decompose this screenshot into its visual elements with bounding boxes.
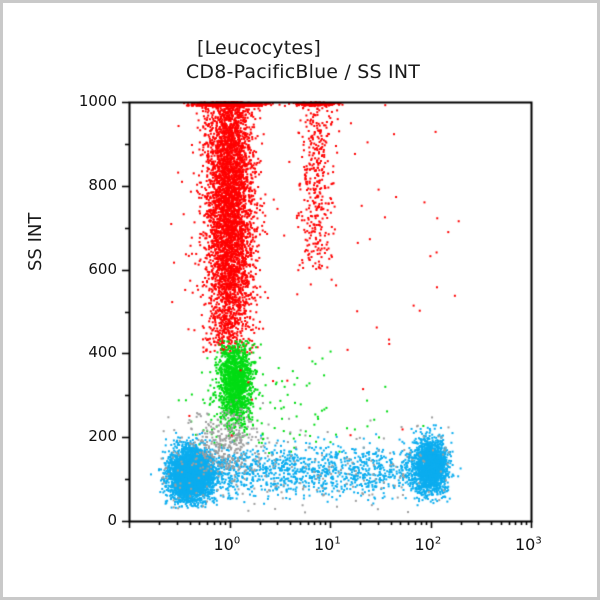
x-tick-mantissa: 10 [515,535,536,554]
y-axis-label: SS INT [25,212,46,271]
x-tick-exponent: 1 [334,535,341,547]
y-tick-label: 200 [88,427,117,446]
x-tick-label: 102 [415,535,442,554]
x-tick-mantissa: 10 [314,535,335,554]
x-tick-mantissa: 10 [414,535,435,554]
x-tick-label: 103 [515,535,542,554]
y-tick-label: 400 [88,343,117,362]
x-tick-exponent: 0 [233,535,241,547]
scatter-plot-canvas [3,3,600,603]
x-tick-label: 100 [214,535,241,554]
x-tick-exponent: 3 [535,535,542,547]
x-tick-exponent: 2 [434,535,442,547]
x-tick-label: 101 [314,535,341,554]
y-tick-label: 600 [88,259,117,278]
y-tick-label: 1000 [78,92,117,110]
y-tick-label: 0 [107,511,117,529]
x-tick-mantissa: 10 [213,535,234,554]
y-tick-label: 800 [88,175,117,194]
